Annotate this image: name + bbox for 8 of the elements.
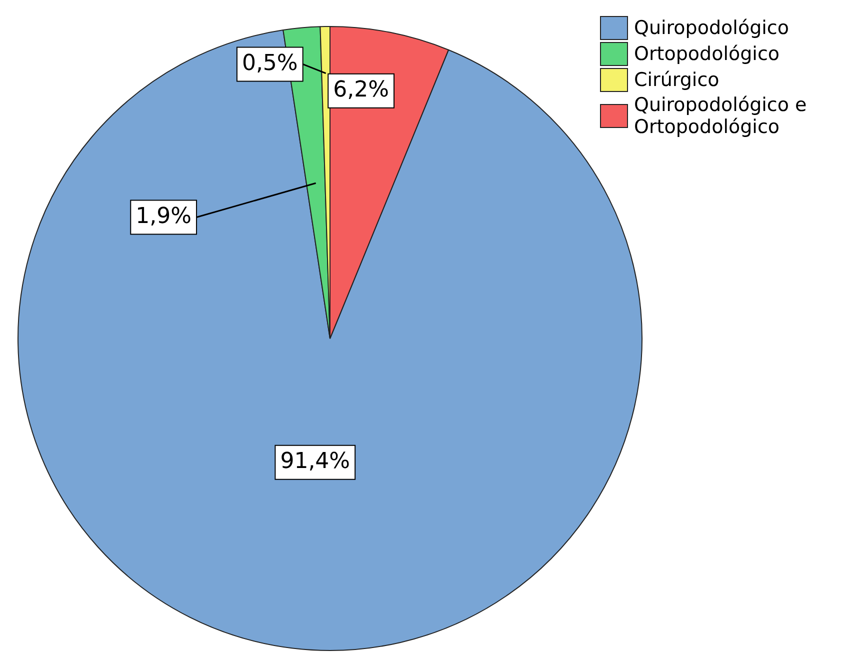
data-label: 91,4% (280, 449, 350, 474)
data-label: 0,5% (242, 50, 298, 76)
data-label: 1,9% (136, 204, 192, 229)
legend-label: Cirúrgico (634, 69, 720, 91)
legend-label: Ortopodológico (634, 43, 781, 65)
legend-label: Quiropodológico (634, 17, 790, 39)
legend-label: Quiropodológico e Ortopodológico (634, 94, 808, 138)
data-label: 6,2% (333, 78, 390, 103)
